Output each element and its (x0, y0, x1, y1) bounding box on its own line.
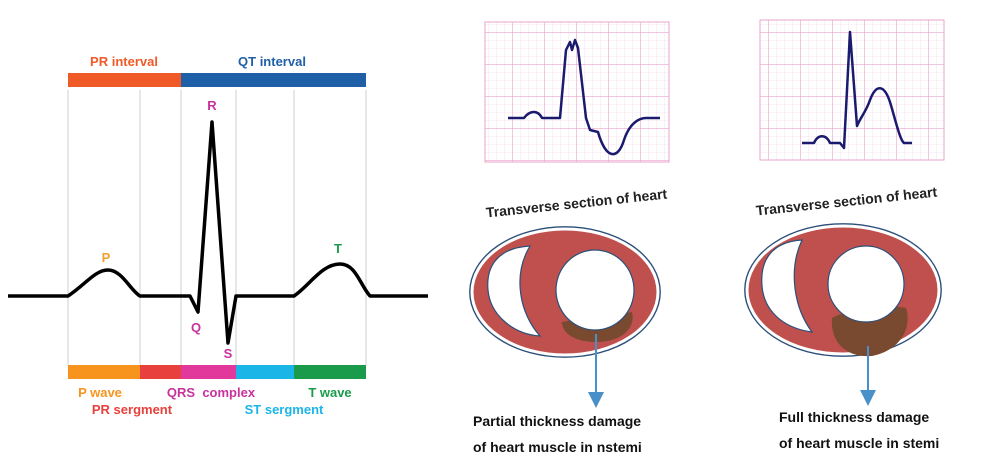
qt-interval-bar (181, 73, 366, 87)
nstemi-ecg-strip (484, 21, 670, 163)
nstemi-left-ventricle (555, 249, 635, 331)
nstemi-caption-title: Transverse section of heart (485, 186, 668, 221)
ecg-diagram: PR interval QT interval P R Q S T P wave… (8, 54, 428, 417)
stemi-right-ventricle (761, 239, 814, 333)
t-wave-label: T (334, 241, 342, 256)
stemi-ecg-strip (759, 19, 945, 161)
st-segment-bar (236, 365, 294, 379)
stemi-heart-section (744, 223, 942, 406)
qt-interval-label: QT interval (238, 54, 306, 69)
nstemi-caption-line2: of heart muscle in nstemi (473, 439, 642, 455)
nstemi-ecg-trace (508, 38, 660, 156)
stemi-panel: Transverse section of heart Full thickne… (744, 19, 945, 451)
guide-lines (67, 90, 367, 365)
qrs-complex-bar (181, 365, 236, 379)
stemi-left-ventricle (827, 245, 905, 323)
q-wave-label: Q (191, 320, 201, 335)
p-wave-bar (68, 365, 140, 379)
stemi-inner-white (745, 224, 941, 356)
t-wave-bar (294, 365, 366, 379)
t-wave-segment-label: T wave (308, 385, 351, 400)
stemi-caption-line1: Full thickness damage (779, 409, 929, 425)
nstemi-panel: Transverse section of heart Partial thic… (469, 21, 670, 455)
nstemi-right-ventricle (487, 245, 542, 337)
r-wave-label: R (207, 98, 217, 113)
pr-interval-label: PR interval (90, 54, 158, 69)
nstemi-heart-section (469, 226, 661, 408)
stemi-caption-line2: of heart muscle in stemi (779, 435, 939, 451)
stemi-caption-title: Transverse section of heart (755, 184, 938, 219)
nstemi-inner-white (470, 227, 660, 357)
st-segment-label: ST sergment (245, 402, 324, 417)
pr-interval-bar (68, 73, 181, 87)
ecg-trace (8, 120, 428, 345)
nstemi-caption-line1: Partial thickness damage (473, 413, 641, 429)
s-wave-label: S (224, 346, 233, 361)
p-wave-segment-label: P wave (78, 385, 122, 400)
qrs-complex-segment-label: QRS complex (167, 385, 256, 400)
pr-segment-bar (140, 365, 181, 379)
stemi-ecg-trace (802, 30, 912, 150)
p-wave-label: P (102, 250, 111, 265)
pr-segment-label: PR sergment (92, 402, 173, 417)
